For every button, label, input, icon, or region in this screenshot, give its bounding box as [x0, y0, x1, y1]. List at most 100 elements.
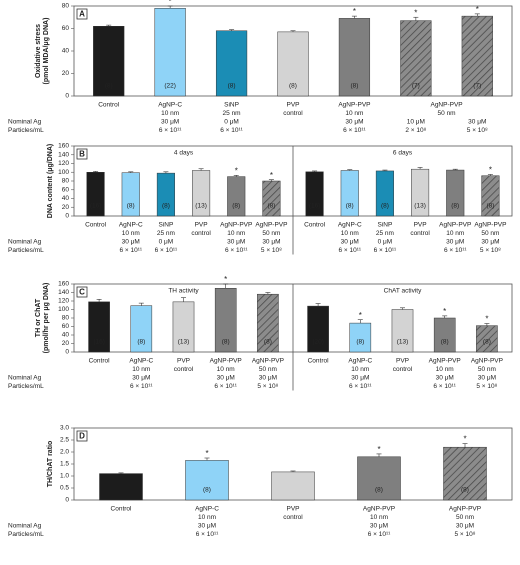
n-label: (8)	[228, 83, 236, 90]
significance-star: *	[205, 449, 208, 458]
particles-label: 6 × 10¹¹	[338, 247, 361, 254]
y-tick-label: 40	[62, 48, 70, 55]
category-label: Control	[111, 506, 133, 513]
bar	[185, 460, 229, 501]
row-label: Nominal Ag	[8, 375, 42, 382]
y-tick-label: 120	[58, 298, 69, 305]
significance-star: *	[476, 5, 479, 14]
category-label: AgNP-PVP	[210, 358, 242, 365]
particles-label: 6 × 10¹¹	[433, 383, 456, 390]
n-label: (8)	[162, 203, 170, 210]
n-label: (8)	[267, 203, 275, 210]
size-label: 10 nm	[341, 230, 359, 237]
y-tick-label: 0	[65, 93, 69, 100]
significance-star: *	[485, 315, 488, 324]
particles-label: 6 × 10¹¹	[343, 127, 366, 134]
category-label: AgNP-C	[119, 222, 143, 229]
y-axis-label: DNA content (μg/DNA)	[47, 144, 54, 218]
dose-label: 30 μM	[446, 239, 464, 246]
group-title: ChAT activity	[384, 288, 422, 295]
y-tick-label: 40	[62, 332, 70, 339]
y-tick-label: 80	[62, 3, 70, 10]
y-tick-label: 1.5	[60, 461, 69, 468]
category-label: AgNP-C	[195, 506, 219, 513]
category-label: SiNP	[159, 222, 174, 229]
dose-label: 30 μM	[345, 119, 363, 126]
particles-label: 5 × 10⁸	[257, 383, 278, 390]
significance-star: *	[224, 275, 227, 284]
bar	[271, 471, 315, 501]
n-label: (16)	[309, 203, 321, 210]
n-label: (8)	[137, 339, 145, 346]
y-tick-label: 60	[62, 186, 70, 193]
category-label: AgNP-PVP	[338, 102, 370, 109]
bar	[481, 175, 500, 217]
size-label: 50 nm	[262, 230, 280, 237]
bar	[277, 31, 309, 97]
category-label: AgNP-C	[338, 222, 362, 229]
category-label: Control	[89, 358, 111, 365]
particles-label: 6 × 10¹¹	[374, 247, 397, 254]
y-axis-label: Oxidative stress	[35, 24, 42, 78]
particles-label: 5 × 10⁸	[455, 531, 476, 538]
row-label: Particles/mL	[8, 127, 44, 134]
y-tick-label: 20	[62, 204, 70, 211]
row-label: Nominal Ag	[8, 239, 42, 246]
n-label: (16)	[93, 339, 105, 346]
n-label: (8)	[486, 203, 494, 210]
n-label: (8)	[375, 487, 383, 494]
category-label: control	[393, 366, 413, 373]
dose-label: 0 μM	[159, 239, 174, 246]
y-axis-label: (pmol MDA/μg DNA)	[43, 18, 50, 85]
category-label: control	[174, 366, 194, 373]
category-label: AgNP-PVP	[220, 222, 252, 229]
particles-label: 6 × 10¹¹	[220, 127, 243, 134]
category-label: AgNP-PVP	[363, 506, 395, 513]
y-tick-label: 1.0	[60, 473, 69, 480]
row-label: Particles/mL	[8, 531, 44, 538]
particles-label: 6 × 10¹¹	[196, 531, 219, 538]
size-label: 10 nm	[370, 514, 388, 521]
n-label: (7)	[412, 83, 420, 90]
significance-star: *	[463, 435, 466, 444]
size-label: 25 nm	[376, 230, 394, 237]
size-label: 50 nm	[481, 230, 499, 237]
category-label: AgNP-PVP	[471, 358, 503, 365]
n-label: (8)	[461, 487, 469, 494]
dose-label: 30 μM	[217, 375, 235, 382]
n-label: (8)	[356, 339, 364, 346]
bar	[93, 26, 125, 97]
group-title: 4 days	[174, 150, 194, 157]
n-label: (8)	[203, 487, 211, 494]
size-label: 10 nm	[227, 230, 245, 237]
y-axis-label: TH/ChAT ratio	[47, 441, 54, 488]
particles-label: 6 × 10¹¹	[368, 531, 391, 538]
dose-label: 30 μM	[478, 375, 496, 382]
y-tick-label: 140	[58, 289, 69, 296]
bar	[400, 20, 432, 97]
significance-star: *	[169, 0, 172, 6]
panel-letter-box	[76, 286, 88, 298]
y-tick-label: 160	[58, 143, 69, 150]
y-tick-label: 0.5	[60, 485, 69, 492]
dose-label: 30 μM	[262, 239, 280, 246]
y-tick-label: 0	[65, 497, 69, 504]
category-label: SiNP	[378, 222, 393, 229]
n-label: (8)	[264, 339, 272, 346]
panel-letter-box	[76, 148, 88, 160]
n-label: (16)	[90, 203, 102, 210]
bar	[262, 180, 281, 217]
particles-label: 5 × 10⁸	[261, 247, 282, 254]
bar	[357, 456, 401, 501]
particles-label: 6 × 10¹¹	[444, 247, 467, 254]
category-label: AgNP-PVP	[430, 102, 462, 109]
category-label: Control	[85, 222, 107, 229]
significance-star: *	[377, 445, 380, 454]
particles-label: 5 × 10⁸	[480, 247, 501, 254]
row-label: Particles/mL	[8, 247, 44, 254]
row-label: Nominal Ag	[8, 523, 42, 530]
size-label: 10 nm	[132, 366, 150, 373]
n-label: (8)	[346, 203, 354, 210]
y-tick-label: 60	[62, 25, 70, 32]
